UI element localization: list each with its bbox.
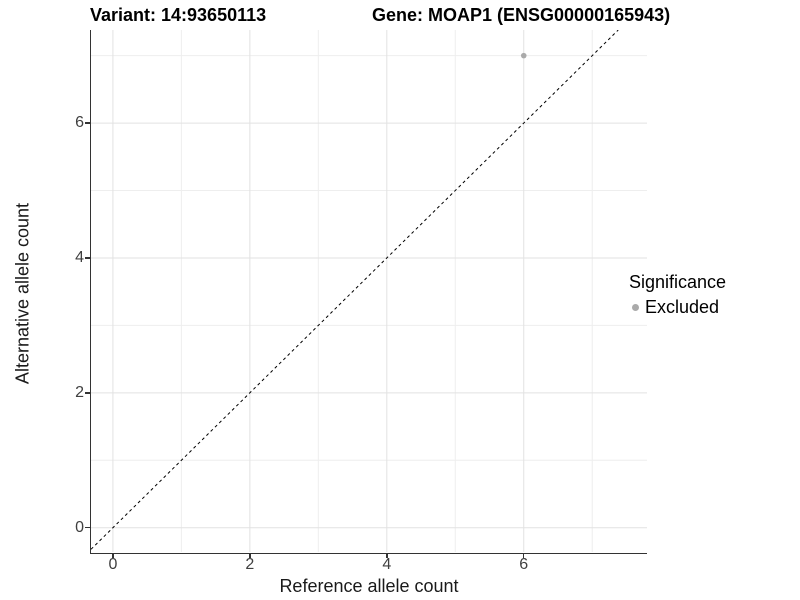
chart-canvas bbox=[90, 30, 647, 552]
y-tick-mark bbox=[85, 392, 90, 394]
y-axis-title: Alternative allele count bbox=[12, 202, 33, 385]
x-tick-mark bbox=[386, 553, 388, 558]
legend: Significance Excluded bbox=[629, 272, 726, 318]
legend-point-icon bbox=[632, 304, 639, 311]
y-tick-label: 0 bbox=[75, 518, 84, 536]
legend-item: Excluded bbox=[632, 297, 726, 318]
plot-panel bbox=[89, 30, 647, 554]
x-tick-label: 0 bbox=[108, 556, 118, 573]
x-axis-title: Reference allele count bbox=[279, 576, 459, 596]
legend-item-label: Excluded bbox=[645, 297, 720, 317]
x-tick-label: 2 bbox=[245, 556, 255, 573]
y-tick-mark bbox=[85, 122, 90, 124]
y-tick-label: 6 bbox=[75, 114, 84, 132]
y-tick-label: 2 bbox=[75, 383, 84, 401]
plot-title-variant: Variant: 14:93650113 bbox=[90, 5, 267, 25]
y-tick-mark bbox=[85, 257, 90, 259]
x-tick-mark bbox=[522, 553, 525, 558]
y-tick-mark bbox=[85, 526, 90, 529]
plot-title-gene: Gene: MOAP1 (ENSG00000165943) bbox=[372, 5, 671, 25]
x-tick-mark bbox=[112, 553, 114, 558]
x-tick-label: 6 bbox=[519, 556, 529, 573]
legend-title: Significance bbox=[629, 272, 727, 292]
identity-dashed-line bbox=[90, 30, 619, 550]
x-tick-mark bbox=[249, 553, 251, 558]
x-tick-label: 4 bbox=[382, 556, 392, 573]
data-point bbox=[520, 52, 527, 59]
y-tick-label: 4 bbox=[75, 248, 84, 266]
